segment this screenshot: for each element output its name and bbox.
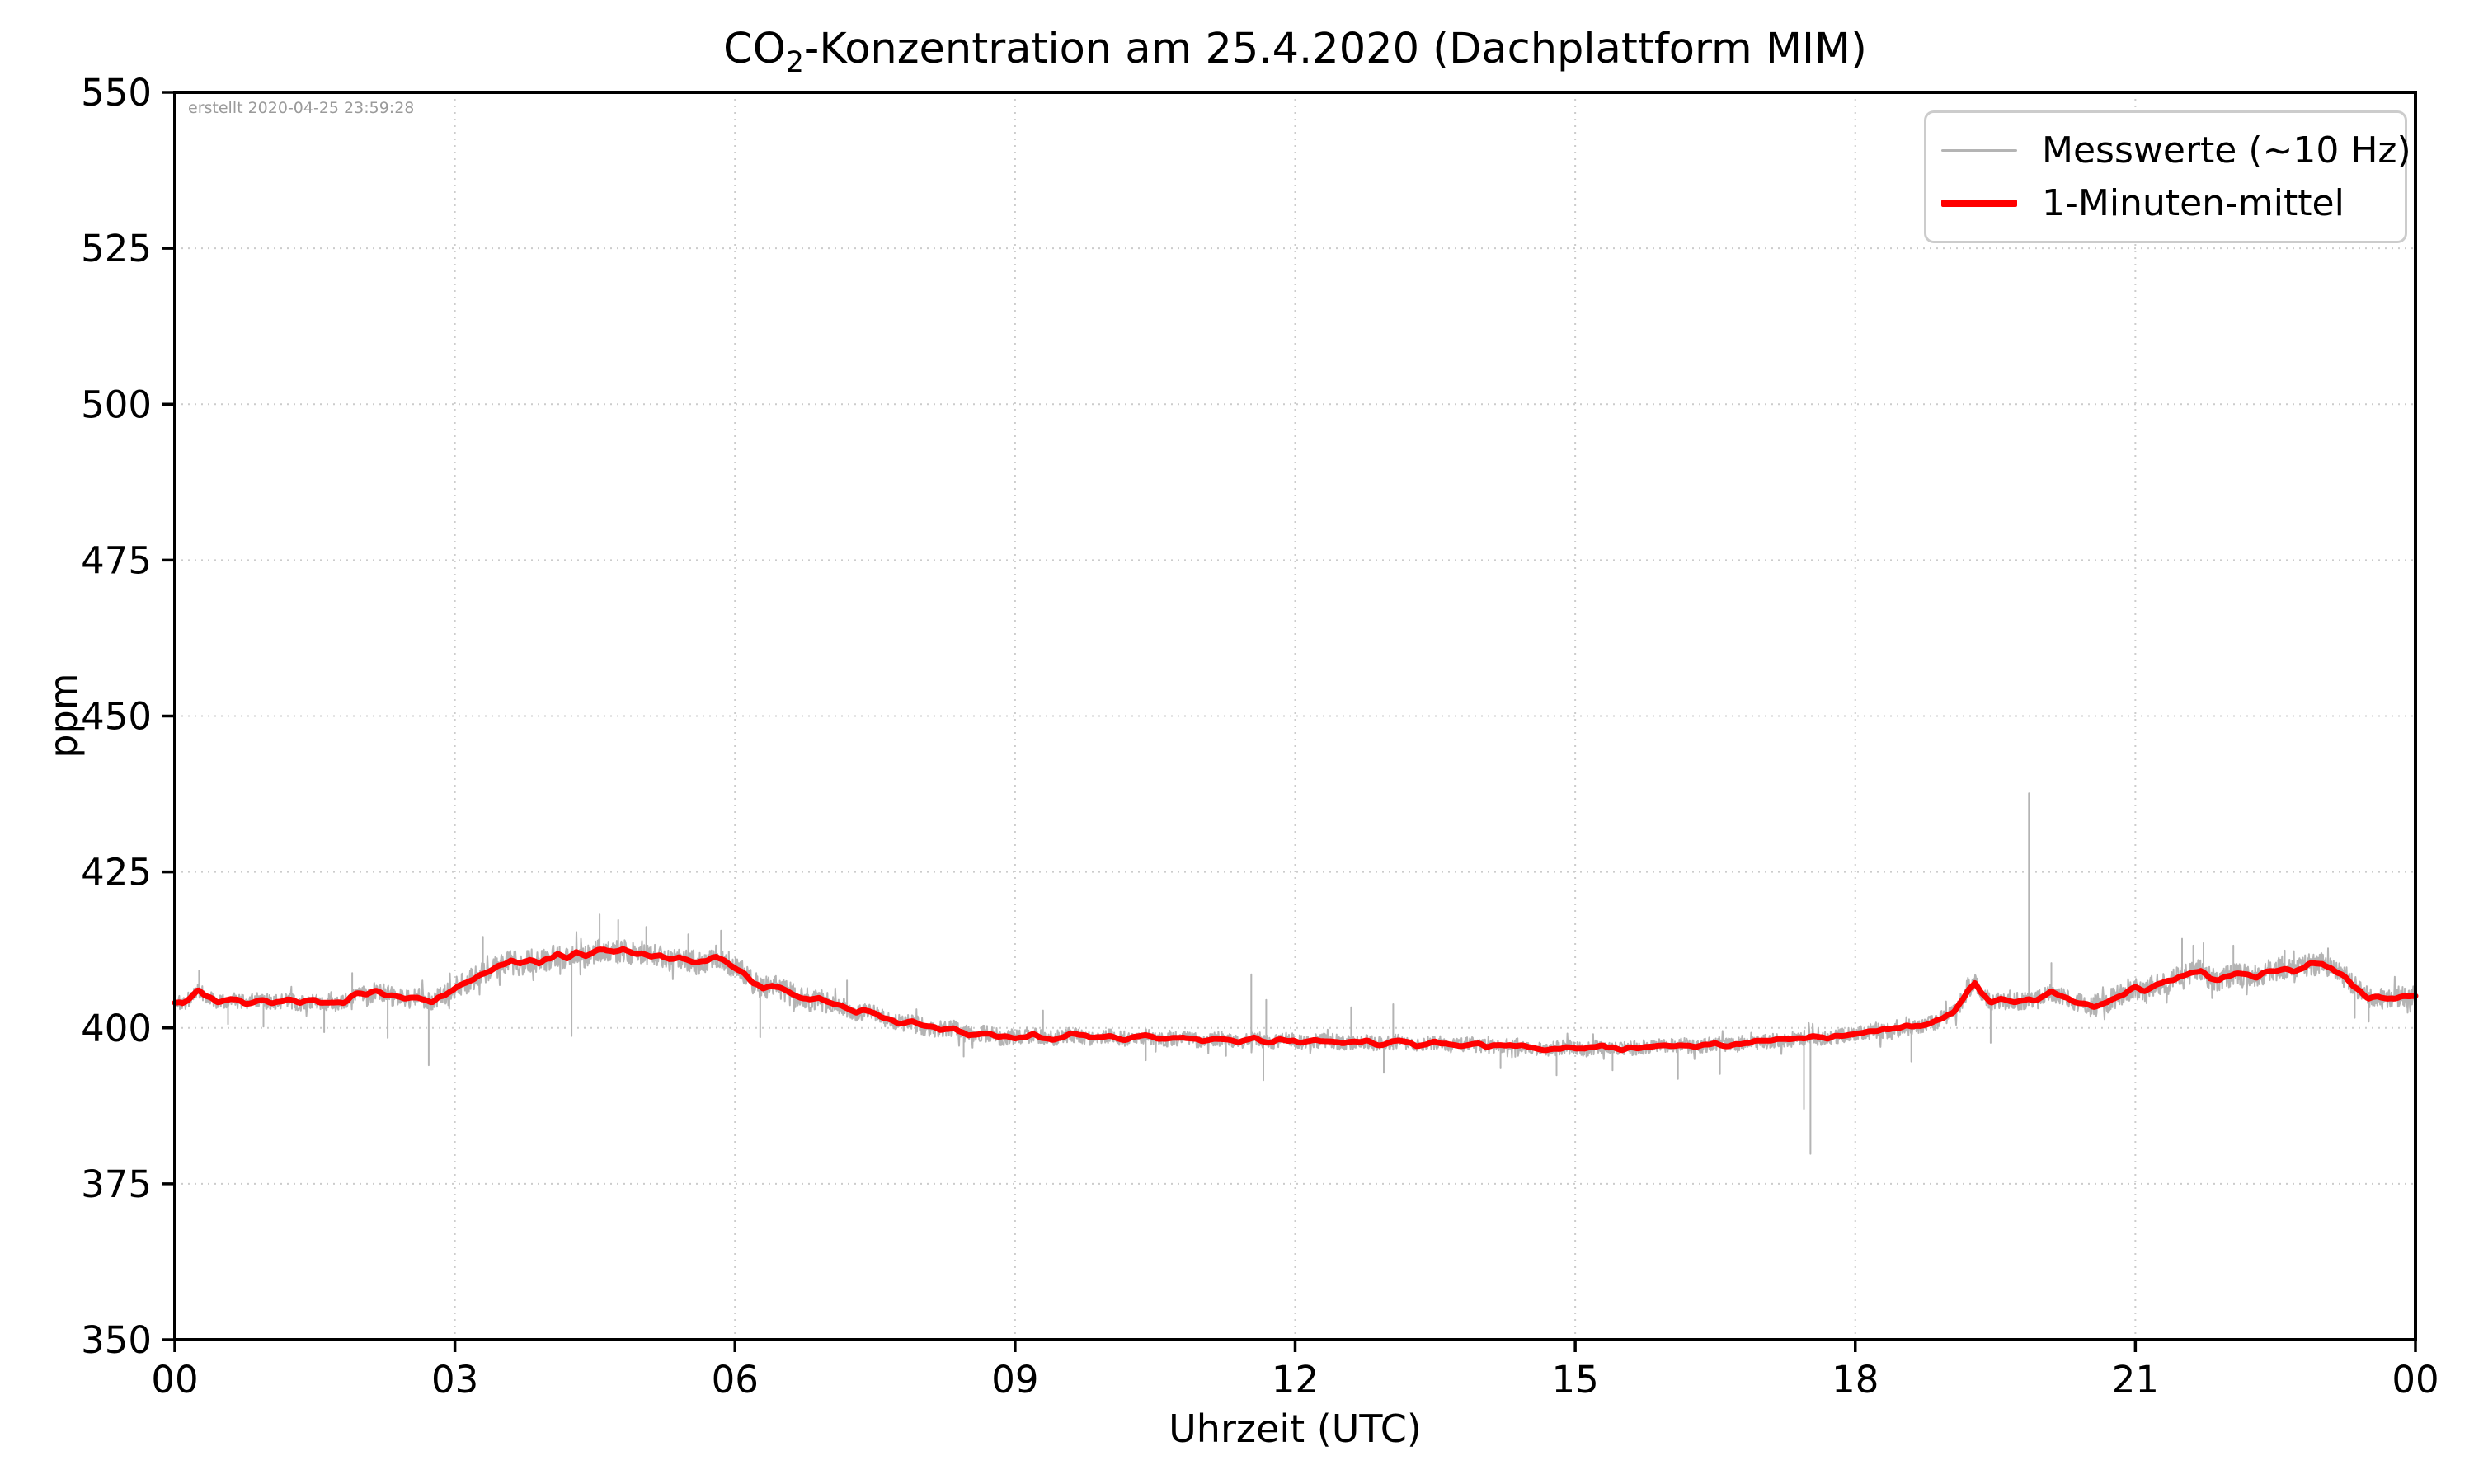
y-tick-label: 350	[81, 1318, 152, 1362]
chart-title: CO2-Konzentration am 25.4.2020 (Dachplat…	[175, 25, 2415, 79]
legend-label-mean: 1-Minuten-mittel	[2042, 181, 2345, 224]
x-tick-label: 15	[1551, 1358, 1598, 1402]
x-tick-label: 00	[151, 1358, 198, 1402]
mean-series-path	[172, 946, 2419, 1054]
chart-title-subscript: 2	[785, 46, 804, 80]
raw-series-path	[174, 792, 2416, 1155]
y-tick-label: 400	[81, 1007, 152, 1050]
x-tick-label: 06	[712, 1358, 759, 1402]
y-tick-label: 550	[81, 71, 152, 115]
x-tick-label: 21	[2112, 1358, 2159, 1402]
y-tick-label: 525	[81, 227, 152, 270]
legend-item-mean: 1-Minuten-mittel	[1941, 182, 2390, 224]
legend-label-raw: Messwerte (~10 Hz)	[2042, 129, 2411, 172]
legend: Messwerte (~10 Hz) 1-Minuten-mittel	[1924, 110, 2411, 243]
y-tick-label: 450	[81, 695, 152, 739]
y-tick-label: 375	[81, 1162, 152, 1206]
x-tick-label: 09	[991, 1358, 1038, 1402]
y-tick-label: 475	[81, 538, 152, 582]
chart-title-prefix: CO	[723, 25, 786, 73]
y-tick-label: 425	[81, 851, 152, 895]
created-timestamp: erstellt 2020-04-25 23:59:28	[188, 99, 415, 117]
axes-spines	[173, 91, 2417, 1341]
x-tick-label: 00	[2392, 1358, 2439, 1402]
x-tick-label: 12	[1272, 1358, 1319, 1402]
mean-series-swatch	[1941, 199, 2017, 207]
x-tick-label: 03	[431, 1358, 478, 1402]
raw-series-swatch	[1941, 149, 2017, 153]
y-axis-label: ppm	[41, 673, 86, 758]
chart-title-rest: -Konzentration am 25.4.2020 (Dachplattfo…	[803, 25, 1867, 73]
x-tick-label: 18	[1832, 1358, 1879, 1402]
legend-item-raw: Messwerte (~10 Hz)	[1941, 129, 2411, 171]
y-tick-label: 500	[81, 383, 152, 426]
x-axis-label: Uhrzeit (UTC)	[1169, 1407, 1422, 1451]
